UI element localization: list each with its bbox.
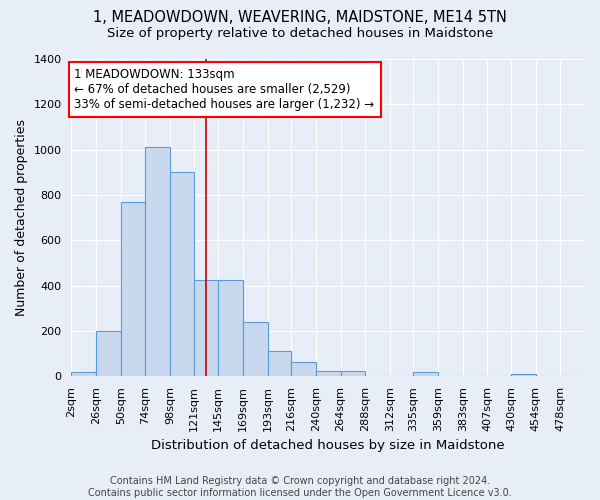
X-axis label: Distribution of detached houses by size in Maidstone: Distribution of detached houses by size … bbox=[151, 440, 505, 452]
Y-axis label: Number of detached properties: Number of detached properties bbox=[15, 119, 28, 316]
Bar bbox=[194, 280, 218, 376]
Bar bbox=[170, 172, 194, 376]
Bar bbox=[291, 362, 316, 376]
Text: Contains HM Land Registry data © Crown copyright and database right 2024.
Contai: Contains HM Land Registry data © Crown c… bbox=[88, 476, 512, 498]
Bar bbox=[96, 331, 121, 376]
Text: 1 MEADOWDOWN: 133sqm
← 67% of detached houses are smaller (2,529)
33% of semi-de: 1 MEADOWDOWN: 133sqm ← 67% of detached h… bbox=[74, 68, 374, 111]
Bar bbox=[316, 370, 341, 376]
Bar bbox=[341, 370, 365, 376]
Text: 1, MEADOWDOWN, WEAVERING, MAIDSTONE, ME14 5TN: 1, MEADOWDOWN, WEAVERING, MAIDSTONE, ME1… bbox=[93, 10, 507, 25]
Bar bbox=[121, 202, 145, 376]
Text: Size of property relative to detached houses in Maidstone: Size of property relative to detached ho… bbox=[107, 28, 493, 40]
Bar bbox=[243, 322, 268, 376]
Bar bbox=[511, 374, 536, 376]
Bar bbox=[145, 148, 170, 376]
Bar bbox=[413, 372, 438, 376]
Bar bbox=[268, 352, 291, 376]
Bar bbox=[218, 280, 243, 376]
Bar bbox=[71, 372, 96, 376]
